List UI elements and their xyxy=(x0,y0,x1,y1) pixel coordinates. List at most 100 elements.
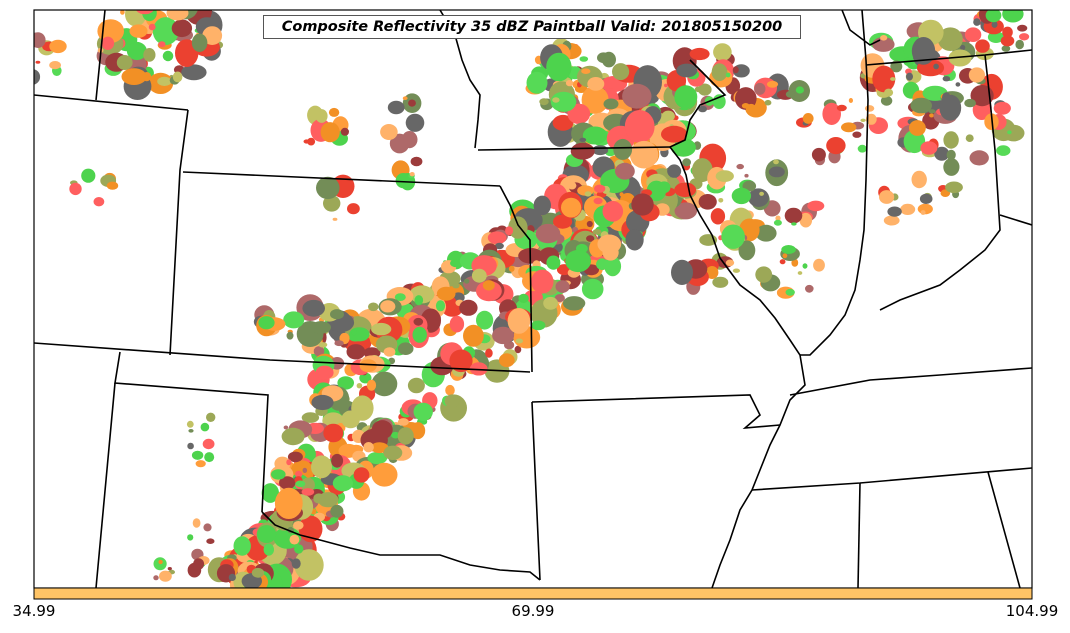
border-line xyxy=(34,342,531,373)
echo-blob xyxy=(552,114,574,131)
echo-blob xyxy=(353,467,370,483)
echo-blob xyxy=(192,518,201,528)
echo-blob xyxy=(586,220,593,228)
echo-blob xyxy=(162,50,174,62)
echo-blob xyxy=(946,149,956,161)
echo-blob xyxy=(784,207,803,224)
border-line xyxy=(95,382,116,588)
echo-blob xyxy=(725,72,731,78)
echo-blob xyxy=(937,27,963,51)
echo-blob xyxy=(807,200,825,212)
echo-blob xyxy=(302,467,308,473)
echo-blob xyxy=(193,558,205,570)
echo-blob xyxy=(754,82,766,95)
border-line xyxy=(841,10,881,46)
echo-blob xyxy=(822,102,841,125)
echo-blob xyxy=(302,299,326,317)
echo-blob xyxy=(755,266,773,283)
echo-blob xyxy=(407,377,425,394)
echo-blob xyxy=(911,170,927,189)
echo-blob xyxy=(826,137,846,155)
echo-blob xyxy=(442,303,462,317)
echo-blob xyxy=(476,280,502,302)
echo-blob xyxy=(622,83,652,109)
echo-blob xyxy=(188,429,194,433)
echo-blob xyxy=(158,559,163,565)
echo-blob xyxy=(295,480,306,488)
echo-blob xyxy=(865,113,877,125)
echo-blob xyxy=(414,295,424,306)
echo-blob xyxy=(933,63,939,70)
echo-blob xyxy=(93,197,105,207)
echo-blob xyxy=(159,570,172,582)
echo-blob xyxy=(612,63,630,81)
border-line xyxy=(987,471,1021,588)
echo-blob xyxy=(802,263,808,269)
echo-blob xyxy=(307,137,316,146)
echo-blob xyxy=(507,308,531,334)
echo-blob xyxy=(629,140,659,169)
echo-blob xyxy=(945,181,963,194)
echo-blob xyxy=(785,288,795,296)
echo-blob xyxy=(323,423,344,443)
echo-blob xyxy=(251,567,265,578)
echo-blob xyxy=(202,438,215,450)
echo-blob xyxy=(872,65,896,93)
border-line xyxy=(182,171,501,187)
echo-blob xyxy=(315,365,334,380)
echo-blob xyxy=(401,131,418,149)
echo-blob xyxy=(1017,24,1028,32)
echo-blob xyxy=(533,195,551,216)
echo-blob xyxy=(539,98,549,106)
echo-blob xyxy=(363,442,374,453)
echo-blob xyxy=(126,41,147,61)
echo-blob xyxy=(934,146,950,161)
echo-blob xyxy=(682,158,691,167)
echo-blob xyxy=(380,300,396,313)
echo-blob xyxy=(200,422,210,432)
echo-blob xyxy=(965,134,974,142)
echo-blob xyxy=(711,63,728,81)
echo-blob xyxy=(289,534,300,545)
echo-blob xyxy=(779,259,786,265)
echo-blob xyxy=(371,420,393,440)
echo-blob xyxy=(206,538,215,544)
echo-blob xyxy=(191,450,204,460)
echo-blob xyxy=(964,98,976,108)
echo-blob xyxy=(346,344,366,360)
echo-blob xyxy=(985,10,1002,23)
echo-blob xyxy=(337,376,355,390)
echo-blob xyxy=(920,141,938,155)
echo-blob xyxy=(555,280,570,293)
echo-blob xyxy=(195,460,206,468)
echo-blob xyxy=(413,317,424,326)
echo-blob xyxy=(450,259,463,268)
echo-blob xyxy=(204,452,215,463)
echo-blob xyxy=(811,147,826,162)
echo-blob xyxy=(49,39,67,54)
echo-blob xyxy=(330,309,344,320)
echo-blob xyxy=(397,418,409,426)
echo-blob xyxy=(964,27,982,42)
echo-blob xyxy=(359,372,372,384)
echo-blob xyxy=(316,176,340,200)
echo-blob xyxy=(860,118,866,123)
echo-blob xyxy=(318,342,328,348)
echo-blob xyxy=(301,477,315,493)
echo-blob xyxy=(791,222,797,226)
echo-blob xyxy=(920,210,926,215)
echo-blob xyxy=(452,283,460,289)
echo-blob xyxy=(694,86,702,93)
echo-blob xyxy=(584,191,592,197)
echo-blob xyxy=(172,1,179,8)
echo-blob xyxy=(332,475,353,492)
echo-blob xyxy=(313,346,325,357)
echo-blob xyxy=(397,427,414,445)
echo-blob xyxy=(281,427,305,446)
echo-blob xyxy=(773,219,782,226)
echo-blob xyxy=(487,231,507,245)
echo-blob xyxy=(1002,26,1013,38)
echo-blob xyxy=(166,10,189,21)
echo-blob xyxy=(293,521,304,530)
echo-blob xyxy=(943,158,960,176)
